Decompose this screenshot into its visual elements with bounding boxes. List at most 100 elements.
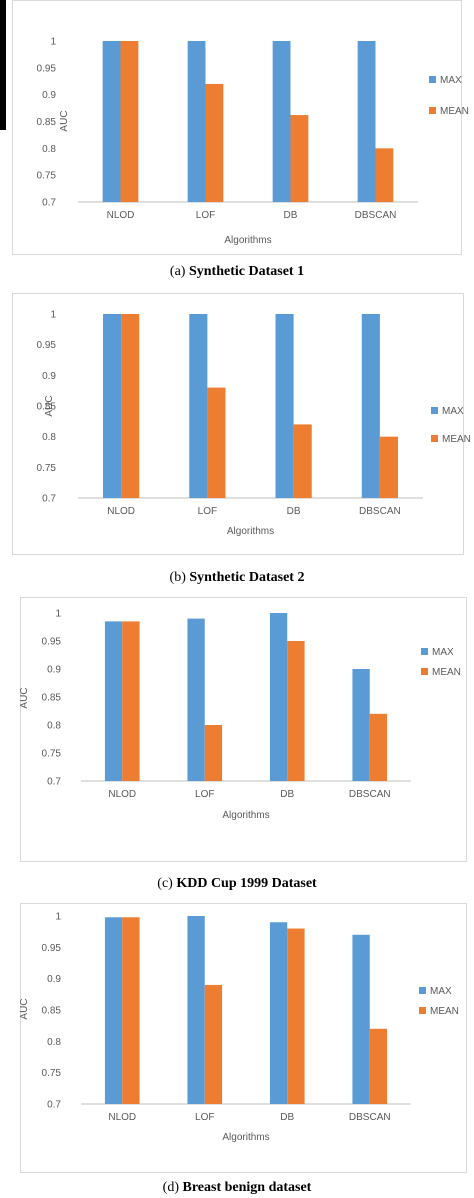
y-tick-label: 0.85: [42, 693, 62, 704]
y-axis-title: AUC: [44, 395, 55, 416]
caption-b-label: (b): [169, 570, 186, 585]
x-tick-label: LOF: [196, 210, 215, 221]
bar-mean-lof: [205, 83, 224, 202]
legend-label-max: MAX: [430, 986, 452, 997]
legend-swatch-mean: [421, 668, 428, 675]
x-tick-label: LOF: [195, 1112, 214, 1123]
legend-swatch-mean: [429, 107, 436, 114]
y-tick-label: 0.95: [42, 637, 62, 648]
bar-mean-db: [287, 641, 305, 781]
caption-c-title: KDD Cup 1999 Dataset: [176, 876, 317, 891]
y-tick-label: 0.95: [37, 340, 57, 351]
y-tick-label: 0.9: [42, 90, 56, 101]
chart-svg-d: 0.7 0.75 0.8 0.85 0.9 0.95 1 NLOD LOF DB DBSCAN Alg…: [19, 912, 459, 1144]
bar-mean-dbscan: [369, 713, 388, 781]
bar-max-lof: [189, 314, 208, 498]
legend-label-max: MAX: [432, 647, 454, 658]
bar-max-nlod: [104, 621, 123, 781]
y-tick-label: 0.9: [47, 974, 61, 985]
x-axis-title: Algorithms: [227, 526, 274, 537]
bar-mean-nlod: [121, 314, 140, 498]
x-tick-label: DBSCAN: [355, 210, 397, 221]
y-tick-label: 1: [55, 912, 61, 923]
y-tick-label: 0.85: [37, 402, 57, 413]
y-tick-label: 0.75: [42, 749, 62, 760]
bar-max-db: [272, 41, 291, 202]
caption-a-label: (a): [169, 264, 186, 279]
legend-label-mean: MEAN: [442, 434, 471, 445]
x-tick-label: DBSCAN: [349, 1112, 391, 1123]
x-tick-label: NLOD: [108, 789, 136, 800]
caption-b: (b) Synthetic Dataset 2: [0, 570, 474, 586]
legend-swatch-max: [429, 76, 436, 83]
y-tick-label: 0.9: [42, 371, 56, 382]
bar-max-nlod: [102, 41, 121, 202]
bar-mean-db: [287, 928, 305, 1104]
caption-d-title: Breast benign dataset: [182, 1180, 312, 1195]
y-axis-title: AUC: [19, 998, 30, 1019]
x-tick-label: DB: [280, 789, 294, 800]
legend-swatch-max: [421, 648, 428, 655]
x-tick-label: LOF: [195, 789, 214, 800]
bar-max-dbscan: [352, 934, 370, 1104]
y-tick-label: 0.8: [42, 144, 56, 155]
legend-swatch-mean: [431, 435, 438, 442]
y-tick-label: 1: [50, 37, 56, 48]
chart-svg-a: 0.7 0.75 0.8 0.85 0.9 0.95 1 NLOD LOF DB DBSCAN Alg…: [37, 37, 469, 247]
bar-max-db: [269, 613, 288, 781]
bar-mean-dbscan: [375, 148, 394, 202]
bar-max-lof: [187, 41, 206, 202]
y-tick-label: 0.75: [37, 463, 57, 474]
chart-panel-c: 0.7 0.75 0.8 0.85 0.9 0.95 1 NLOD LOF DB DBSCAN Alg…: [19, 597, 467, 862]
caption-a-title: Synthetic Dataset 1: [188, 264, 305, 279]
chart-panel-d: 0.7 0.75 0.8 0.85 0.9 0.95 1 NLOD LOF DB DBSCAN Alg…: [19, 903, 467, 1173]
y-tick-label: 0.75: [37, 171, 57, 182]
x-axis-title: Algorithms: [222, 810, 269, 821]
legend-label-mean: MEAN: [440, 106, 469, 117]
y-tick-label: 0.7: [47, 1100, 61, 1111]
bar-mean-lof: [204, 725, 223, 781]
y-tick-label: 1: [50, 310, 56, 321]
bar-mean-nlod: [122, 621, 140, 781]
x-tick-label: NLOD: [108, 1112, 136, 1123]
caption-c-label: (c): [157, 876, 173, 891]
bar-mean-nlod: [122, 917, 140, 1104]
y-tick-label: 0.95: [42, 943, 62, 954]
x-tick-label: DB: [280, 1112, 294, 1123]
legend-swatch-max: [419, 987, 426, 994]
x-tick-label: NLOD: [107, 506, 135, 517]
y-tick-label: 0.95: [37, 63, 57, 74]
bar-mean-lof: [204, 984, 223, 1104]
bar-mean-db: [290, 115, 309, 202]
y-tick-label: 0.85: [37, 117, 57, 128]
y-axis-title: AUC: [59, 110, 70, 131]
y-tick-label: 0.7: [42, 494, 56, 505]
y-axis-title: AUC: [19, 687, 30, 708]
y-tick-label: 1: [55, 609, 61, 620]
x-tick-label: DBSCAN: [349, 789, 391, 800]
legend-label-max: MAX: [442, 406, 464, 417]
bar-max-nlod: [104, 917, 123, 1104]
legend-label-mean: MEAN: [430, 1006, 459, 1017]
bar-max-dbscan: [357, 41, 376, 202]
legend-swatch-mean: [419, 1007, 426, 1014]
chart-svg-c: 0.7 0.75 0.8 0.85 0.9 0.95 1 NLOD LOF DB DBSCAN Alg…: [19, 609, 461, 822]
y-tick-label: 0.8: [47, 721, 61, 732]
chart-panel-a: 0.7 0.75 0.8 0.85 0.9 0.95 1 NLOD LOF DB DBSCAN Alg…: [12, 0, 469, 255]
caption-c: (c) KDD Cup 1999 Dataset: [0, 876, 474, 892]
caption-d: (d) Breast benign dataset: [0, 1180, 474, 1196]
bar-max-lof: [187, 618, 205, 781]
y-tick-label: 0.8: [47, 1037, 61, 1048]
page-edge-bar: [0, 0, 6, 130]
bar-mean-lof: [207, 387, 226, 498]
bar-mean-dbscan: [369, 1028, 388, 1104]
bar-max-dbscan: [361, 314, 380, 498]
chart-panel-b: 0.7 0.75 0.8 0.85 0.9 0.95 1 NLOD LOF DB DBSCAN Alg…: [12, 293, 471, 555]
x-axis-title: Algorithms: [224, 235, 271, 246]
legend-label-max: MAX: [440, 75, 462, 86]
y-tick-label: 0.75: [42, 1068, 62, 1079]
y-tick-label: 0.85: [42, 1006, 62, 1017]
bar-max-nlod: [103, 314, 122, 498]
x-axis-title: Algorithms: [222, 1132, 269, 1143]
caption-d-label: (d): [162, 1180, 179, 1195]
